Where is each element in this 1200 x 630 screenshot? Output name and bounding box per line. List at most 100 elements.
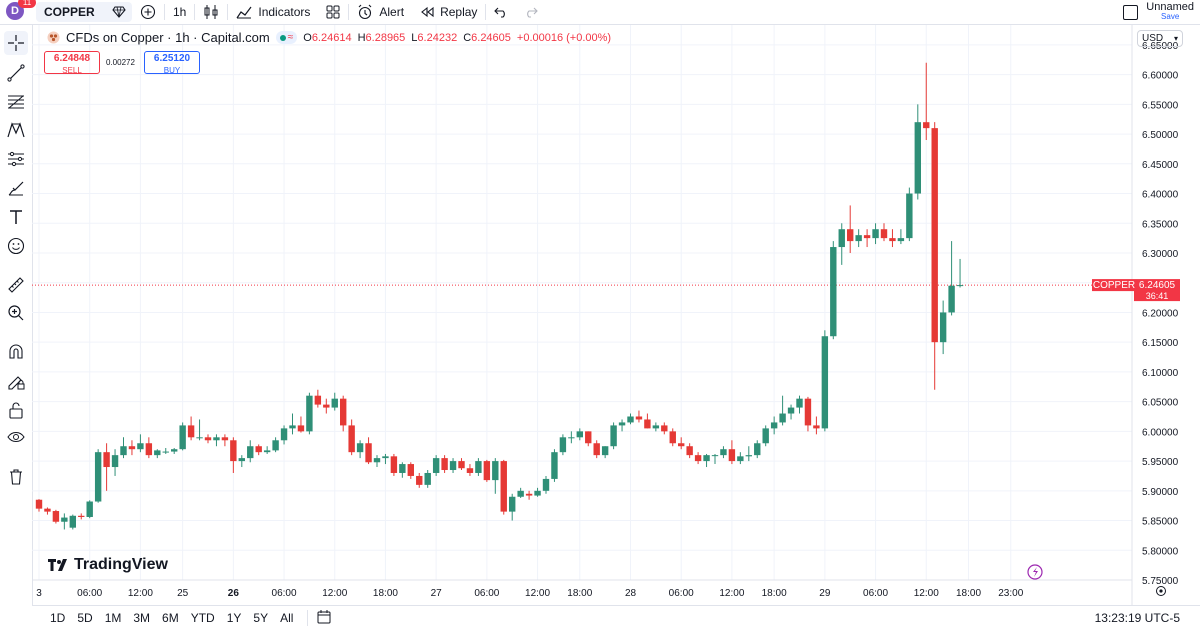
layouts-button[interactable] [318, 0, 348, 24]
range-5d[interactable]: 5D [77, 611, 93, 625]
undo-button[interactable] [486, 0, 516, 24]
market-status-dot[interactable]: ≈ [275, 31, 298, 44]
candle-body [52, 511, 60, 522]
compare-button[interactable] [132, 0, 164, 24]
candle-body [492, 461, 499, 481]
candle-up [770, 416, 778, 435]
currency-select[interactable]: USD ▾ [1137, 30, 1183, 47]
candle-body [128, 446, 136, 450]
sell-button[interactable]: 6.24848 SELL [44, 51, 100, 75]
candle-up [830, 241, 837, 340]
candle-body [449, 461, 457, 471]
spread-value: 0.00272 [106, 58, 135, 67]
hide-tool[interactable] [4, 425, 28, 449]
save-link[interactable]: Save [1161, 12, 1180, 21]
go-to-date-button[interactable] [316, 609, 332, 628]
candle-down [187, 416, 195, 441]
candle-up [610, 422, 617, 450]
candle-body [838, 229, 845, 248]
candle-body [847, 229, 854, 242]
alert-label: Alert [379, 5, 405, 19]
candle-body [914, 122, 921, 194]
price-chart[interactable]: 6.650006.600006.550006.500006.450006.400… [32, 25, 1200, 605]
open-value: 6.24614 [311, 31, 352, 44]
candle-body [390, 456, 398, 473]
range-ytd[interactable]: YTD [190, 611, 215, 625]
candle-down [804, 396, 812, 432]
range-1m[interactable]: 1M [104, 611, 122, 625]
candle-up [137, 434, 144, 453]
candle-body [787, 407, 795, 414]
text-tool[interactable] [4, 205, 28, 229]
candle-body [686, 446, 693, 456]
redo-button[interactable] [516, 0, 546, 24]
indicators-button[interactable]: Indicators [228, 0, 318, 24]
candle-body [61, 517, 68, 522]
range-6m[interactable]: 6M [162, 611, 179, 625]
candle-body [872, 229, 879, 239]
crosshair-tool[interactable] [4, 31, 28, 55]
replay-button[interactable]: Replay [412, 0, 485, 24]
candle-up [272, 437, 279, 453]
candle-down [255, 444, 262, 456]
lightning-icon[interactable] [1027, 564, 1043, 580]
candle-body [69, 515, 76, 528]
trend-line-tool[interactable] [4, 61, 28, 85]
candle-body [610, 425, 617, 447]
candle-body [500, 461, 507, 512]
candle-up [475, 458, 482, 476]
trash-icon [10, 469, 22, 485]
candle-body [542, 478, 550, 491]
chart-title[interactable]: CFDs on Copper · 1h · Capital.com [66, 30, 270, 45]
buy-button[interactable]: 6.25120 BUY [144, 51, 200, 75]
divider [307, 610, 309, 626]
notification-badge: 11 [18, 0, 36, 8]
lock-all-tool[interactable] [4, 398, 28, 422]
range-1y[interactable]: 1Y [226, 611, 242, 625]
candle-body [897, 238, 905, 242]
lock-drawing-tool[interactable] [4, 369, 28, 393]
indicators-label: Indicators [258, 5, 311, 19]
user-menu[interactable]: D 11 [0, 0, 36, 24]
candle-body [601, 446, 609, 456]
layout-checkbox[interactable] [1123, 4, 1139, 20]
candle-up [720, 446, 727, 459]
ruler-tool[interactable] [4, 273, 28, 297]
candle-up [382, 453, 389, 465]
forecast-tool[interactable] [4, 147, 28, 171]
candle-body [221, 437, 229, 441]
candle-down [728, 440, 736, 465]
candle-down [863, 229, 871, 248]
range-3m[interactable]: 3M [133, 611, 151, 625]
candle-body [356, 443, 364, 453]
zoom-tool[interactable] [4, 301, 28, 325]
fib-tool[interactable] [4, 89, 28, 113]
time-axis: 3 06:00 12:00 25 26 06:00 12:00 18:00 27 06:00 12:… [36, 588, 1023, 599]
range-all[interactable]: All [280, 611, 294, 625]
tv-logo-icon [48, 559, 67, 571]
alert-button[interactable]: Alert [349, 0, 412, 24]
layout-name-area[interactable]: Unnamed Save [1123, 0, 1194, 24]
brush-tool[interactable] [4, 176, 28, 200]
axis-settings-icon[interactable] [1156, 586, 1166, 596]
chart-legend: CFDs on Copper · 1h · Capital.com ≈ O6.2… [47, 30, 611, 45]
interval-button[interactable]: 1h [165, 0, 194, 24]
candle-down [500, 459, 507, 515]
emoji-tool[interactable] [4, 234, 28, 258]
tradingview-logo[interactable]: TradingView [48, 556, 168, 574]
pattern-tool[interactable] [4, 118, 28, 142]
chart-type-button[interactable] [195, 0, 227, 24]
symbol-search[interactable]: COPPER [36, 2, 132, 22]
range-1d[interactable]: 1D [50, 611, 66, 625]
remove-drawings-tool[interactable] [4, 465, 28, 489]
clock[interactable]: 13:23:19 UTC-5 [1094, 611, 1180, 625]
magnet-tool[interactable] [4, 340, 28, 364]
time-tick-label: 06:00 [272, 588, 297, 599]
candle-body [373, 458, 381, 463]
delay-icon: ≈ [287, 32, 294, 43]
candle-up [711, 453, 719, 465]
layout-name[interactable]: Unnamed [1146, 1, 1194, 13]
eye-icon [7, 431, 25, 443]
range-5y[interactable]: 5Y [253, 611, 269, 625]
candle-body [230, 440, 237, 462]
